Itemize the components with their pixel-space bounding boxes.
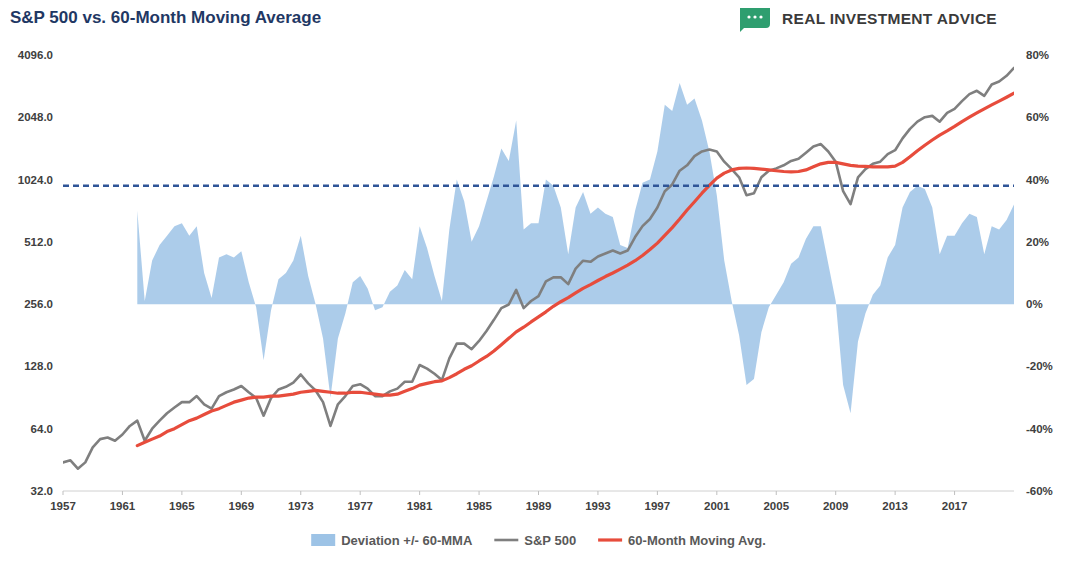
x-tick-label: 1965 bbox=[169, 500, 195, 512]
x-tick-label: 2001 bbox=[704, 500, 730, 512]
x-tick-label: 2017 bbox=[942, 500, 968, 512]
x-tick-label: 1969 bbox=[229, 500, 255, 512]
x-tick-label: 1993 bbox=[585, 500, 611, 512]
y2-tick-label: 0% bbox=[1026, 298, 1043, 310]
index-line bbox=[63, 68, 1014, 469]
x-tick bbox=[657, 491, 658, 495]
y-tick-label: 128.0 bbox=[24, 360, 53, 372]
legend-label: S&P 500 bbox=[524, 533, 576, 548]
plot-area bbox=[63, 68, 1014, 469]
y-tick-label: 4096.0 bbox=[18, 49, 53, 61]
y-tick-label: 512.0 bbox=[24, 236, 53, 248]
x-tick-label: 1989 bbox=[526, 500, 552, 512]
legend-swatch bbox=[311, 534, 335, 546]
x-tick-label: 1981 bbox=[407, 500, 433, 512]
logo-dot bbox=[753, 15, 756, 18]
y2-tick-label: 80% bbox=[1026, 49, 1049, 61]
legend-label: Deviation +/- 60-MMA bbox=[341, 533, 473, 548]
reference-line bbox=[63, 185, 1014, 187]
y2-tick-label: 60% bbox=[1026, 111, 1049, 123]
x-tick bbox=[597, 491, 598, 495]
x-tick bbox=[241, 491, 242, 495]
background bbox=[0, 0, 1067, 569]
legend-item: Deviation +/- 60-MMA bbox=[311, 533, 473, 548]
deviation-area bbox=[137, 83, 1014, 413]
x-tick bbox=[419, 491, 420, 495]
title: S&P 500 vs. 60-Month Moving Average bbox=[10, 8, 321, 27]
x-tick bbox=[122, 491, 123, 495]
x-tick bbox=[360, 491, 361, 495]
x-tick-label: 1985 bbox=[466, 500, 492, 512]
x-tick bbox=[181, 491, 182, 495]
x-tick-label: 2013 bbox=[882, 500, 908, 512]
x-tick-label: 1997 bbox=[645, 500, 671, 512]
x-tick-label: 1961 bbox=[110, 500, 136, 512]
logo: REAL INVESTMENT ADVICE bbox=[740, 8, 997, 32]
x-tick-label: 2005 bbox=[763, 500, 789, 512]
chart: S&P 500 vs. 60-Month Moving Average REAL … bbox=[0, 0, 1067, 569]
legend-line bbox=[598, 538, 622, 541]
y-tick-label: 32.0 bbox=[31, 485, 53, 497]
legend-line bbox=[494, 539, 518, 542]
y2-tick-label: -20% bbox=[1026, 360, 1053, 372]
x-tick-label: 2009 bbox=[823, 500, 849, 512]
x-tick bbox=[479, 491, 480, 495]
y-tick-label: 64.0 bbox=[31, 423, 53, 435]
x-tick bbox=[63, 491, 64, 495]
legend: Deviation +/- 60-MMA S&P 500 60-Month Movi… bbox=[311, 533, 766, 548]
y2-tick-label: 40% bbox=[1026, 174, 1049, 186]
logo-icon bbox=[740, 8, 770, 32]
y-tick-label: 2048.0 bbox=[18, 111, 53, 123]
x-tick bbox=[776, 491, 777, 495]
x-tick bbox=[954, 491, 955, 495]
logo-text: REAL INVESTMENT ADVICE bbox=[782, 10, 997, 27]
y2-tick-label: 20% bbox=[1026, 236, 1049, 248]
x-tick-label: 1977 bbox=[347, 500, 373, 512]
x-tick-label: 1973 bbox=[288, 500, 314, 512]
legend-item: 60-Month Moving Avg. bbox=[598, 533, 766, 548]
y2-tick-label: -40% bbox=[1026, 423, 1053, 435]
x-tick bbox=[716, 491, 717, 495]
y2-tick-label: -60% bbox=[1026, 485, 1053, 497]
legend-label: 60-Month Moving Avg. bbox=[628, 533, 766, 548]
x-tick bbox=[895, 491, 896, 495]
x-tick bbox=[300, 491, 301, 495]
y-tick-label: 256.0 bbox=[24, 298, 53, 310]
logo-dot bbox=[759, 15, 762, 18]
x-tick-label: 1957 bbox=[50, 500, 76, 512]
x-tick bbox=[835, 491, 836, 495]
x-tick bbox=[538, 491, 539, 495]
y-tick-label: 1024.0 bbox=[18, 174, 53, 186]
moving-average-line bbox=[137, 93, 1014, 446]
legend-item: S&P 500 bbox=[494, 533, 576, 548]
logo-dot bbox=[747, 15, 750, 18]
